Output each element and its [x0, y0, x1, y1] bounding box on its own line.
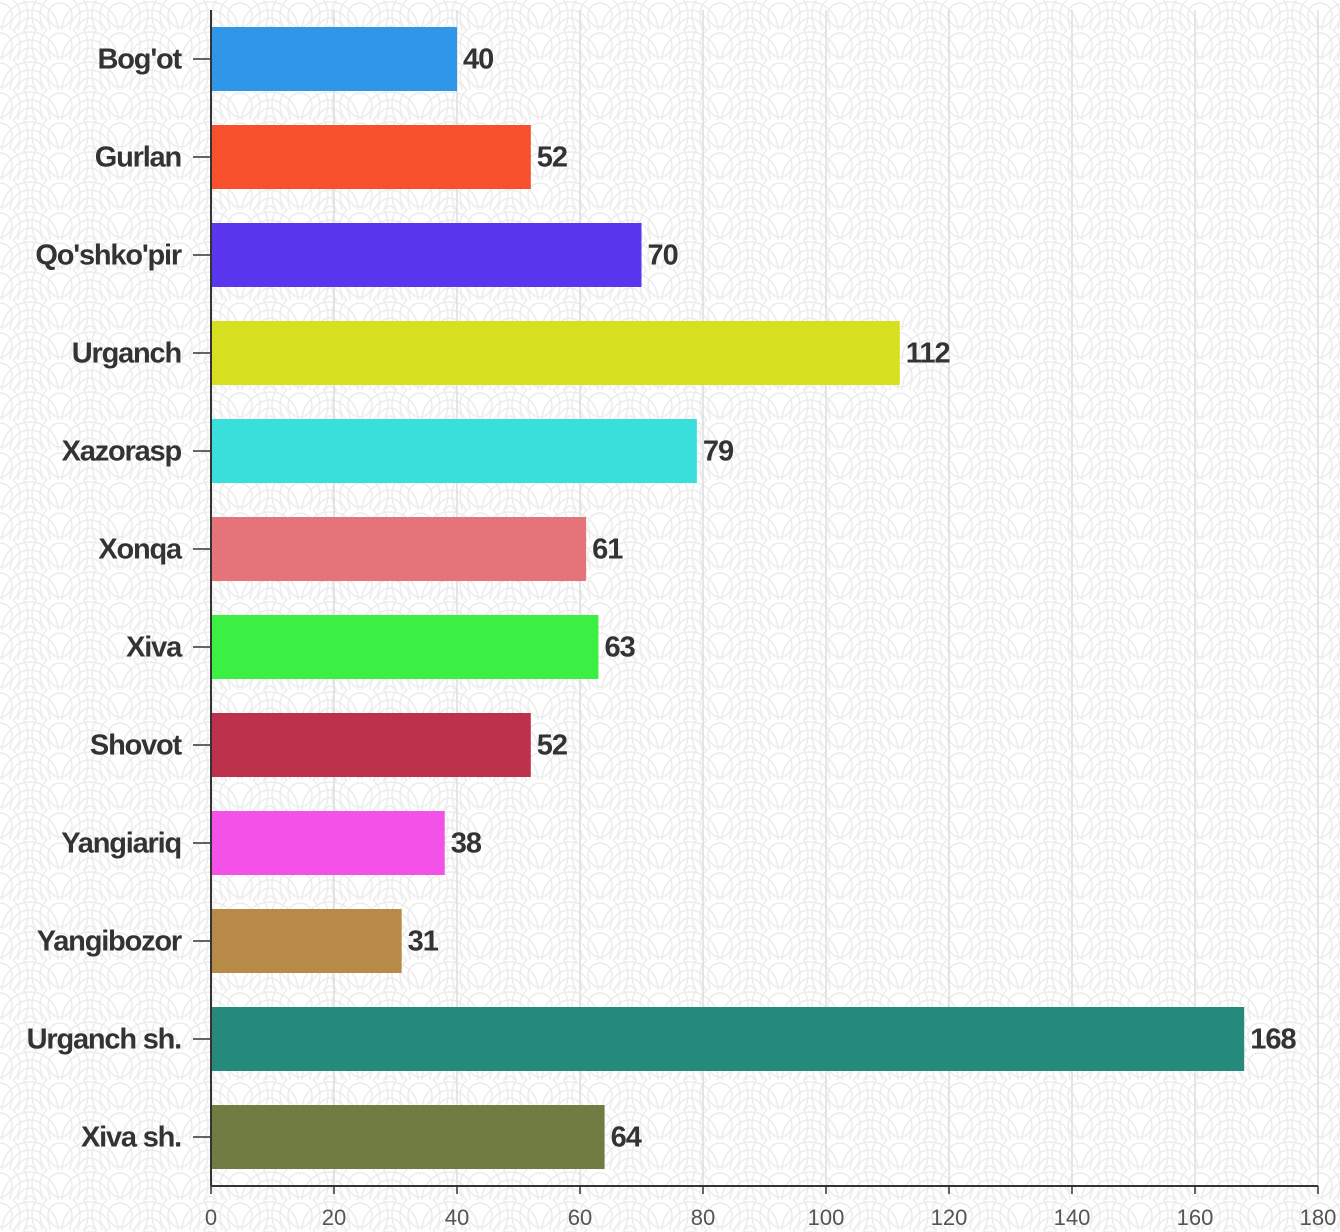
value-label: 52 [537, 142, 567, 174]
value-label: 70 [648, 240, 678, 272]
y-tick-label: Yangiariq [61, 828, 181, 860]
bar [211, 811, 445, 875]
value-label: 40 [463, 44, 493, 76]
value-label: 112 [906, 338, 950, 370]
value-label: 63 [604, 632, 635, 664]
grid [193, 10, 1319, 1194]
y-tick-label: Shovot [90, 730, 183, 762]
bar [211, 321, 900, 385]
bar [211, 909, 402, 973]
x-tick-label: 160 [1177, 1205, 1214, 1230]
value-label: 168 [1250, 1024, 1296, 1056]
x-tick-label: 120 [931, 1205, 968, 1230]
y-tick-label: Xiva sh. [81, 1122, 181, 1154]
bar [211, 419, 697, 483]
y-tick-label: Gurlan [95, 142, 181, 174]
x-tick-label: 60 [568, 1205, 592, 1230]
x-tick-label: 180 [1300, 1205, 1337, 1230]
y-tick-label: Xiva [126, 632, 183, 664]
bar [211, 125, 531, 189]
bar [211, 27, 457, 91]
value-label: 64 [611, 1122, 642, 1154]
marks [211, 27, 1245, 1169]
y-tick-label: Qo'shko'pir [35, 240, 182, 272]
y-tick-label: Xonqa [98, 534, 183, 566]
value-label: 79 [703, 436, 734, 468]
bar [211, 517, 587, 581]
value-label: 38 [451, 828, 482, 860]
y-tick-label: Xazorasp [62, 436, 182, 468]
value-label: 31 [408, 926, 439, 958]
x-tick-label: 20 [322, 1205, 346, 1230]
bar [211, 713, 531, 777]
x-tick-label: 140 [1054, 1205, 1091, 1230]
y-tick-label: Urganch [72, 338, 181, 370]
x-tick-label: 100 [808, 1205, 845, 1230]
y-tick-label: Urganch sh. [27, 1024, 182, 1056]
bar [211, 615, 599, 679]
x-tick-label: 80 [691, 1205, 715, 1230]
x-tick-label: 0 [205, 1205, 217, 1230]
value-label: 52 [537, 730, 567, 762]
bar [211, 1007, 1245, 1071]
y-tick-label: Bog'ot [98, 44, 183, 76]
value-label: 61 [592, 534, 623, 566]
y-tick-label: Yangibozor [37, 926, 182, 958]
bar [211, 223, 642, 287]
x-tick-label: 40 [445, 1205, 469, 1230]
bar [211, 1105, 605, 1169]
